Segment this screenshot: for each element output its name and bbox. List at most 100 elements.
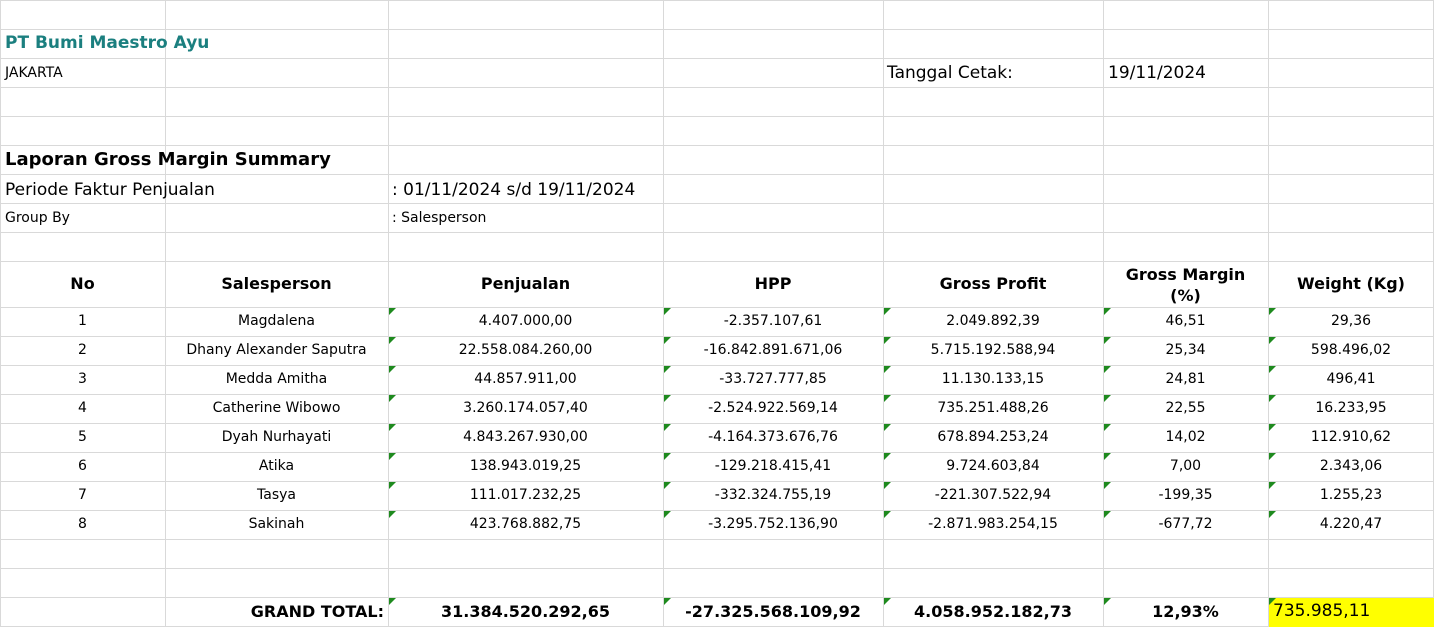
cell-gross-profit[interactable]: 735.251.488,26 <box>937 400 1049 416</box>
cell-no[interactable]: 8 <box>78 516 87 532</box>
cell-weight[interactable]: 16.233,95 <box>1315 400 1387 416</box>
cell-salesperson[interactable]: Dhany Alexander Saputra <box>186 342 367 358</box>
grand-total-gross-profit[interactable]: 4.058.952.182,73 <box>914 602 1072 621</box>
cell-gross-margin[interactable]: 14,02 <box>1165 429 1206 445</box>
cell-weight[interactable]: 112.910,62 <box>1310 429 1392 445</box>
cell-weight[interactable]: 29,36 <box>1330 313 1372 329</box>
grand-total-label[interactable]: GRAND TOTAL: <box>250 602 384 621</box>
cell-hpp[interactable]: -2.357.107,61 <box>723 313 823 329</box>
error-indicator <box>389 366 396 373</box>
cell-salesperson[interactable]: Dyah Nurhayati <box>221 429 332 445</box>
error-indicator <box>389 511 396 518</box>
company-city[interactable]: JAKARTA <box>5 65 63 81</box>
period-value[interactable]: : 01/11/2024 s/d 19/11/2024 <box>392 180 636 200</box>
cell-gross-margin[interactable]: 25,34 <box>1165 342 1206 358</box>
cell-penjualan[interactable]: 423.768.882,75 <box>469 516 582 532</box>
error-indicator <box>1269 482 1276 489</box>
row-gridline <box>0 58 1434 59</box>
print-date-label[interactable]: Tanggal Cetak: <box>887 63 1013 83</box>
cell-hpp[interactable]: -3.295.752.136,90 <box>708 516 838 532</box>
cell-gross-profit[interactable]: -2.871.983.254,15 <box>928 516 1058 532</box>
cell-hpp[interactable]: -2.524.922.569,14 <box>708 400 838 416</box>
header-salesperson[interactable]: Salesperson <box>221 274 332 293</box>
cell-gross-profit[interactable]: 5.715.192.588,94 <box>930 342 1056 358</box>
error-indicator <box>389 424 396 431</box>
group-by-label[interactable]: Group By <box>5 210 70 226</box>
header-hpp[interactable]: HPP <box>754 274 792 293</box>
cell-gross-profit[interactable]: 9.724.603,84 <box>946 458 1040 474</box>
cell-penjualan[interactable]: 138.943.019,25 <box>469 458 582 474</box>
cell-penjualan[interactable]: 22.558.084.260,00 <box>458 342 593 358</box>
cell-salesperson[interactable]: Medda Amitha <box>225 371 328 387</box>
row-gridline <box>0 29 1434 30</box>
cell-penjualan[interactable]: 44.857.911,00 <box>474 371 577 387</box>
cell-hpp[interactable]: -16.842.891.671,06 <box>703 342 843 358</box>
cell-weight[interactable]: 4.220,47 <box>1319 516 1383 532</box>
cell-gross-margin[interactable]: 7,00 <box>1169 458 1202 474</box>
cell-salesperson[interactable]: Atika <box>258 458 295 474</box>
cell-gross-profit[interactable]: 678.894.253,24 <box>937 429 1049 445</box>
row-gridline <box>0 145 1434 146</box>
cell-gross-profit[interactable]: 2.049.892,39 <box>946 313 1040 329</box>
error-indicator <box>389 308 396 315</box>
row-gridline <box>0 539 1434 540</box>
cell-gross-margin[interactable]: 24,81 <box>1165 371 1206 387</box>
report-title[interactable]: Laporan Gross Margin Summary <box>5 149 331 170</box>
header-no[interactable]: No <box>70 274 95 293</box>
error-indicator <box>664 395 671 402</box>
cell-salesperson[interactable]: Tasya <box>257 487 296 503</box>
error-indicator <box>664 337 671 344</box>
cell-no[interactable]: 2 <box>78 342 87 358</box>
cell-penjualan[interactable]: 3.260.174.057,40 <box>463 400 588 416</box>
cell-hpp[interactable]: -4.164.373.676,76 <box>708 429 838 445</box>
column-gridline <box>165 0 166 627</box>
cell-salesperson[interactable]: Sakinah <box>248 516 305 532</box>
error-indicator <box>884 453 891 460</box>
cell-no[interactable]: 7 <box>78 487 87 503</box>
grand-total-weight[interactable]: 735.985,11 <box>1273 601 1371 621</box>
cell-penjualan[interactable]: 4.843.267.930,00 <box>463 429 588 445</box>
header-gross-profit[interactable]: Gross Profit <box>939 274 1047 293</box>
cell-penjualan[interactable]: 4.407.000,00 <box>478 313 573 329</box>
row-gridline <box>0 365 1434 366</box>
grand-total-gross-margin[interactable]: 12,93% <box>1152 602 1219 621</box>
cell-penjualan[interactable]: 111.017.232,25 <box>469 487 582 503</box>
error-indicator <box>1269 395 1276 402</box>
cell-weight[interactable]: 496,41 <box>1326 371 1376 387</box>
cell-gross-profit[interactable]: -221.307.522,94 <box>934 487 1052 503</box>
header-gross-margin-line2: (%) <box>1170 286 1201 305</box>
header-gross-margin[interactable]: Gross Margin (%) <box>1103 264 1268 306</box>
cell-gross-margin[interactable]: -199,35 <box>1158 487 1213 503</box>
grand-total-penjualan[interactable]: 31.384.520.292,65 <box>440 602 611 621</box>
cell-no[interactable]: 1 <box>78 313 87 329</box>
column-gridline <box>1268 0 1269 627</box>
cell-salesperson[interactable]: Magdalena <box>238 313 315 329</box>
period-label[interactable]: Periode Faktur Penjualan <box>5 180 215 200</box>
header-penjualan[interactable]: Penjualan <box>480 274 571 293</box>
error-indicator <box>884 511 891 518</box>
cell-hpp[interactable]: -33.727.777,85 <box>719 371 827 387</box>
error-indicator <box>1104 308 1111 315</box>
header-weight[interactable]: Weight (Kg) <box>1297 274 1405 293</box>
cell-gross-margin[interactable]: 46,51 <box>1165 313 1206 329</box>
company-name[interactable]: PT Bumi Maestro Ayu <box>5 33 210 53</box>
row-gridline <box>0 510 1434 511</box>
cell-gross-profit[interactable]: 11.130.133,15 <box>941 371 1045 387</box>
cell-no[interactable]: 6 <box>78 458 87 474</box>
cell-gross-margin[interactable]: -677,72 <box>1158 516 1213 532</box>
group-by-value[interactable]: : Salesperson <box>392 210 487 226</box>
print-date[interactable]: 19/11/2024 <box>1108 63 1206 83</box>
cell-hpp[interactable]: -129.218.415,41 <box>714 458 832 474</box>
error-indicator <box>1104 598 1111 605</box>
cell-no[interactable]: 4 <box>78 400 87 416</box>
cell-weight[interactable]: 2.343,06 <box>1319 458 1383 474</box>
grand-total-hpp[interactable]: -27.325.568.109,92 <box>685 602 861 621</box>
cell-weight[interactable]: 598.496,02 <box>1310 342 1392 358</box>
cell-weight[interactable]: 1.255,23 <box>1319 487 1383 503</box>
row-gridline <box>0 261 1434 262</box>
cell-no[interactable]: 3 <box>78 371 87 387</box>
cell-hpp[interactable]: -332.324.755,19 <box>714 487 832 503</box>
cell-no[interactable]: 5 <box>78 429 87 445</box>
cell-gross-margin[interactable]: 22,55 <box>1165 400 1206 416</box>
cell-salesperson[interactable]: Catherine Wibowo <box>212 400 341 416</box>
